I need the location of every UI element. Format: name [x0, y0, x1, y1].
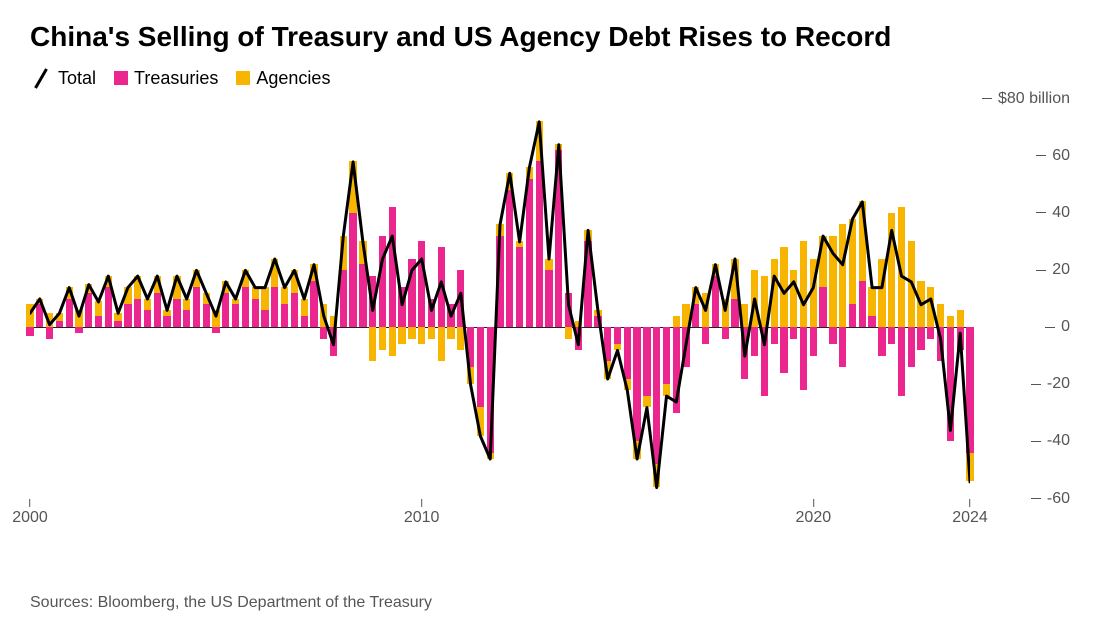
square-swatch-icon	[236, 71, 250, 85]
chart-container: China's Selling of Treasury and US Agenc…	[0, 0, 1100, 630]
y-tick: 40	[1036, 204, 1070, 222]
x-tick: 2000	[12, 499, 48, 527]
y-tick: -20	[1031, 375, 1070, 393]
line-swatch-icon	[34, 68, 48, 89]
y-axis: $80 billion6040200-20-40-60	[970, 99, 1070, 499]
chart-zone: $80 billion6040200-20-40-60 200020102020…	[30, 99, 1070, 529]
y-tick: $80 billion	[982, 90, 1070, 108]
x-tick: 2010	[404, 499, 440, 527]
x-axis: 2000201020202024	[30, 499, 970, 529]
legend-item-agencies: Agencies	[236, 68, 330, 89]
legend-item-total: Total	[30, 68, 96, 89]
y-tick: 60	[1036, 147, 1070, 165]
y-tick: -60	[1031, 490, 1070, 508]
y-tick: 0	[1045, 318, 1070, 336]
legend-item-treasuries: Treasuries	[114, 68, 218, 89]
square-swatch-icon	[114, 71, 128, 85]
y-tick: -40	[1031, 432, 1070, 450]
chart-title: China's Selling of Treasury and US Agenc…	[30, 20, 1070, 54]
y-tick: 20	[1036, 261, 1070, 279]
legend-label-total: Total	[58, 68, 96, 89]
plot-area	[30, 99, 970, 499]
source-attribution: Sources: Bloomberg, the US Department of…	[30, 594, 432, 612]
legend-label-agencies: Agencies	[256, 68, 330, 89]
x-tick: 2020	[796, 499, 832, 527]
legend: Total Treasuries Agencies	[30, 68, 1070, 89]
total-line	[30, 99, 970, 499]
x-tick: 2024	[952, 499, 988, 527]
legend-label-treasuries: Treasuries	[134, 68, 218, 89]
